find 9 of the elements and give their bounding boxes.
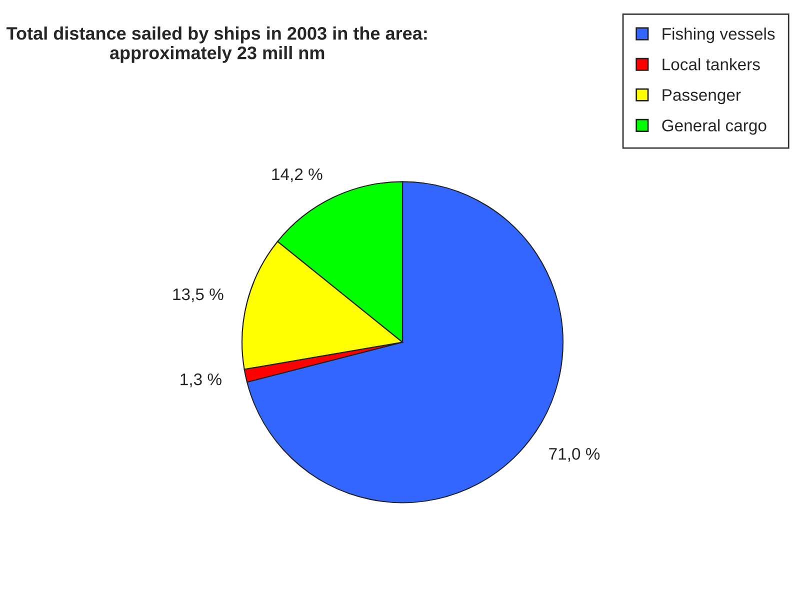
data-label: 1,3 % bbox=[180, 373, 222, 388]
data-label: 13,5 % bbox=[173, 288, 224, 302]
legend-label: Local tankers bbox=[662, 58, 760, 70]
data-label: 14,2 % bbox=[272, 168, 322, 182]
text: Total distance sailed by ships in 2003 in the area: approximately 23 mill nm bbox=[6, 26, 427, 63]
legend-label: Passenger bbox=[662, 89, 741, 104]
data-label: 71,0 % bbox=[549, 448, 600, 462]
legend-label: Fishing vessels bbox=[662, 28, 775, 44]
legend-label: General cargo bbox=[662, 119, 766, 135]
